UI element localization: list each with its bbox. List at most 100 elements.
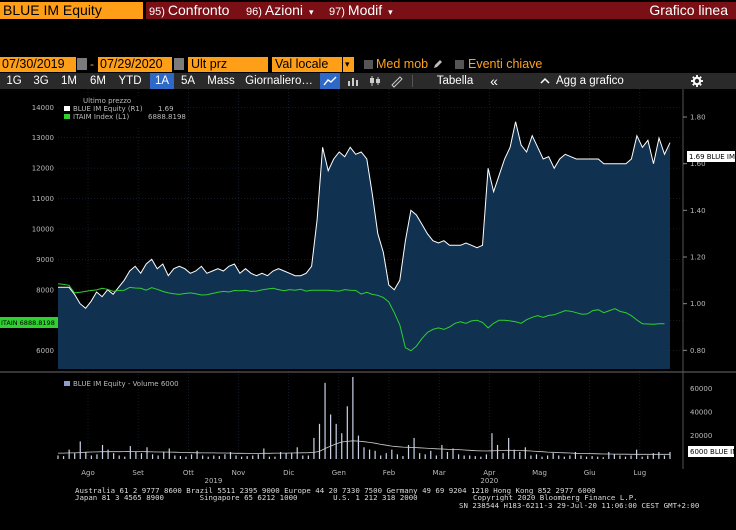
volume-bar <box>151 454 154 459</box>
line-chart-glyph <box>323 76 337 86</box>
candlestick-glyph <box>370 76 380 86</box>
volume-bar <box>552 453 554 459</box>
range-1m-button[interactable]: 1M <box>61 75 77 87</box>
med-mob-checkbox[interactable] <box>364 60 373 69</box>
azioni-menu-button[interactable]: 96) Azioni ▾ <box>246 2 314 19</box>
right-tick-label: 1.60 <box>690 160 706 168</box>
month-label: Lug <box>633 469 646 477</box>
range-1a-button[interactable]: 1A <box>150 73 174 89</box>
volume-bar <box>585 456 588 459</box>
volume-tick-label: 60000 <box>690 385 712 393</box>
range-1g-button[interactable]: 1G <box>6 75 22 87</box>
volume-bar <box>90 455 92 459</box>
volume-bar <box>207 456 209 459</box>
volume-bar <box>407 444 410 459</box>
menu-number: 97) <box>329 6 345 18</box>
volume-bar <box>457 454 460 459</box>
volume-bar <box>663 455 666 459</box>
volume-bar <box>140 453 143 459</box>
volume-bar <box>446 451 449 459</box>
footer-contacts: Australia 61 2 9777 8600 Brazil 5511 239… <box>75 486 596 495</box>
volume-bar <box>524 447 526 459</box>
right-tick-label: 1.80 <box>690 114 706 122</box>
menu-number: 96) <box>246 6 262 18</box>
volume-bar <box>613 454 615 459</box>
volume-tick-label: 40000 <box>690 409 712 417</box>
currency-select[interactable]: Val locale <box>272 57 342 72</box>
modif-menu-button[interactable]: 97) Modif ▾ <box>329 2 393 19</box>
chevron-down-icon[interactable]: ▾ <box>343 57 354 72</box>
volume-bar <box>452 448 454 459</box>
volume-bar <box>580 455 582 459</box>
volume-bar <box>469 455 471 459</box>
title-bar-background <box>146 2 736 19</box>
volume-bar <box>591 456 593 459</box>
volume-bar <box>268 456 271 459</box>
start-date-input[interactable]: 07/30/2019 <box>0 57 76 72</box>
chevron-down-icon: ▾ <box>388 7 393 17</box>
x-axis: Ago Set Ott Nov Dic Gen Feb Mar Apr Mag Giu Lug 2019… <box>81 469 646 485</box>
ruler-glyph <box>391 76 403 88</box>
calendar-icon[interactable] <box>77 58 87 70</box>
chart-area[interactable]: 1400013000120001100010000900080007000600… <box>0 89 736 489</box>
volume-bar <box>574 451 577 459</box>
volume-average-line <box>58 440 670 455</box>
date-separator: - <box>90 57 94 71</box>
frequency-select[interactable]: Giornaliero… <box>245 75 313 87</box>
volume-bar <box>190 454 193 459</box>
add-to-chart-button[interactable]: Agg a grafico <box>556 75 624 87</box>
bar-chart-glyph <box>348 78 358 86</box>
field-select[interactable]: Ult prz <box>188 57 268 72</box>
volume-bar <box>224 454 226 459</box>
volume-bar <box>441 444 443 459</box>
pencil-icon[interactable] <box>432 58 443 70</box>
volume-bar <box>79 441 81 459</box>
volume-bar <box>291 453 293 459</box>
candlestick-icon[interactable] <box>366 73 384 89</box>
range-mass-button[interactable]: Mass <box>207 75 235 87</box>
volume-bar <box>658 451 660 459</box>
volume-bar <box>62 456 65 459</box>
chevron-up-icon[interactable] <box>538 73 552 89</box>
index-line <box>57 283 665 352</box>
volume-bar <box>163 451 165 459</box>
gear-icon[interactable] <box>688 73 706 89</box>
left-tick-label: 13000 <box>32 134 54 142</box>
range-3g-button[interactable]: 3G <box>33 75 49 87</box>
volume-bar <box>146 447 148 459</box>
legend-box <box>60 96 184 127</box>
volume-bar <box>463 455 465 459</box>
calendar-icon[interactable] <box>174 58 184 70</box>
month-label: Nov <box>232 469 246 477</box>
volume-bar <box>385 453 387 459</box>
ticker-input[interactable]: BLUE IM Equity <box>0 2 143 19</box>
volume-bar <box>391 449 393 459</box>
confronto-menu-button[interactable]: 95) Confronto <box>149 2 229 19</box>
line-chart-icon[interactable] <box>320 73 340 89</box>
volume-bar <box>129 446 131 459</box>
volume-bar <box>491 433 493 459</box>
volume-bar <box>647 455 649 459</box>
volume-bar <box>330 414 332 459</box>
tabella-button[interactable]: Tabella <box>436 75 474 87</box>
end-date-input[interactable]: 07/29/2020 <box>98 57 172 72</box>
volume-bar <box>424 454 426 459</box>
ruler-icon[interactable] <box>388 73 406 89</box>
volume-bar <box>318 423 321 459</box>
volume-axis: 60000 40000 20000 <box>690 385 712 440</box>
volume-bar <box>229 451 232 459</box>
eventi-chiave-checkbox[interactable] <box>455 60 464 69</box>
volume-bar <box>413 437 415 459</box>
collapse-icon[interactable]: « <box>490 73 498 89</box>
legend-value-price: 1.69 <box>158 105 174 113</box>
bar-chart-icon[interactable] <box>344 73 362 89</box>
left-tick-label: 10000 <box>32 226 54 234</box>
range-5a-button[interactable]: 5A <box>180 75 196 87</box>
legend-swatch-index <box>64 114 70 119</box>
volume-bar <box>57 455 59 459</box>
volume-bar <box>547 455 549 459</box>
volume-bar <box>174 455 176 459</box>
range-6m-button[interactable]: 6M <box>90 75 106 87</box>
volume-bar <box>274 456 276 459</box>
range-ytd-button[interactable]: YTD <box>118 75 142 87</box>
